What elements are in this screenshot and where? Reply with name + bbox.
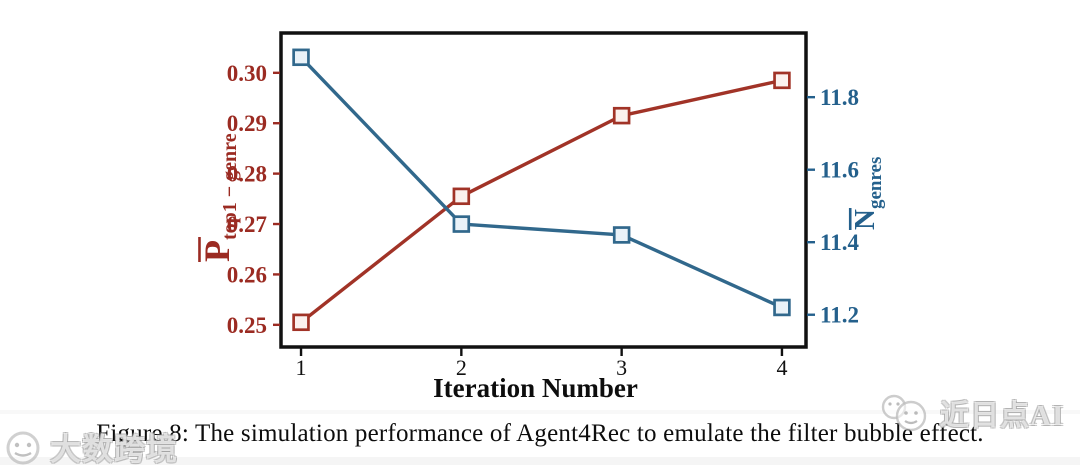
right-tick-label: 11.4	[820, 230, 859, 255]
data-point-marker	[292, 313, 310, 332]
right-axis-label: Ngenres	[848, 157, 886, 230]
data-point-marker	[612, 106, 631, 125]
right-tick-label: 11.8	[820, 85, 859, 110]
x-tick-label: 3	[616, 355, 627, 380]
data-point-marker	[292, 48, 310, 67]
left-tick-label: 0.29	[227, 111, 267, 136]
left-tick-label: 0.25	[227, 313, 267, 338]
compression-artifact-band	[0, 457, 1080, 465]
series-line-0	[299, 78, 783, 324]
right-tick-label: 11.2	[820, 303, 859, 328]
figure-caption: Figure 8: The simulation performance of …	[96, 420, 984, 447]
x-tick-label: 4	[776, 355, 787, 380]
x-tick-label: 2	[456, 355, 467, 380]
line-chart: 1 2 3 4 Iteration Number 0.25 0.26 0.27 0.28 0.29…	[197, 31, 886, 403]
x-tick-label: 1	[296, 355, 307, 380]
plot-border	[279, 31, 808, 349]
data-point-marker	[452, 215, 471, 233]
series-line-1	[299, 56, 783, 310]
data-point-marker	[773, 71, 791, 90]
x-axis-label: Iteration Number	[433, 373, 638, 403]
right-tick-label: 11.6	[820, 158, 859, 183]
right-axis-label-text: Ngenres	[849, 157, 886, 230]
left-tick-label: 0.27	[227, 212, 267, 237]
left-axis-label: Ptop1 − genre	[197, 133, 241, 262]
left-tick-label: 0.28	[227, 162, 267, 187]
left-axis-label-text: Ptop1 − genre	[197, 133, 241, 262]
data-point-marker	[452, 187, 471, 206]
data-point-marker	[612, 226, 631, 244]
left-tick-label: 0.30	[227, 61, 267, 86]
data-point-marker	[773, 298, 791, 317]
left-tick-label: 0.26	[227, 262, 267, 287]
